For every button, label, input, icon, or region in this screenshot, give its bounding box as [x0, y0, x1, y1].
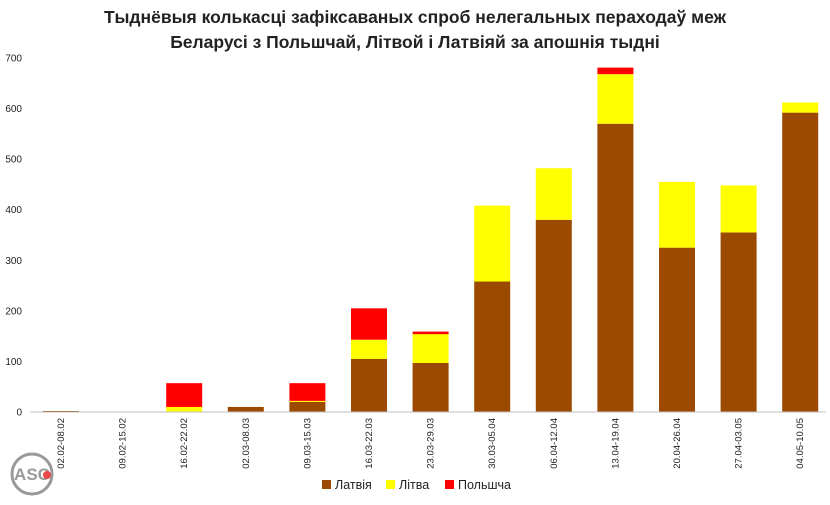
bar-segment-1 [43, 410, 79, 412]
bar-segment-1 [289, 401, 326, 412]
title-line-2: Беларусі з Польшчай, Літвой і Латвіяй за… [170, 32, 660, 52]
bar-segment-3 [597, 67, 634, 75]
bar-segment-1 [720, 232, 757, 412]
x-tick-label: 23.03-29.03 [426, 418, 437, 469]
asc-logo-icon: ASC [10, 452, 54, 496]
bar-segment-2 [597, 74, 634, 124]
y-tick-label: 200 [5, 306, 22, 317]
y-axis: 0 100 200 300 400 500 600 700 [5, 54, 22, 419]
bar-segment-2 [351, 339, 387, 359]
legend-swatch [322, 480, 331, 489]
y-tick-label: 500 [5, 155, 22, 166]
x-tick-label: 20.04-26.04 [672, 418, 683, 469]
bar-segment-1 [659, 247, 695, 412]
y-tick-label: 0 [16, 408, 22, 419]
bar-segment-3 [412, 331, 449, 335]
bar-segment-1 [535, 219, 572, 412]
bar-segment-2 [412, 334, 449, 363]
x-tick-label: 16.02-22.02 [179, 418, 190, 469]
bar-segment-1 [351, 358, 387, 412]
x-tick-label: 09.03-15.03 [302, 418, 313, 469]
legend: Латвія Літва Польшча [322, 478, 511, 492]
y-tick-label: 600 [5, 104, 22, 115]
y-tick-label: 300 [5, 256, 22, 267]
bar-segment-1 [227, 406, 264, 412]
y-tick-label: 700 [5, 54, 22, 65]
bar-segment-2 [166, 406, 203, 412]
x-tick-label: 27.04-03.05 [734, 418, 745, 469]
x-tick-label: 30.03-05.04 [487, 418, 498, 469]
x-axis: 02.02-08.02 09.02-15.02 16.02-22.02 02.03-0… [56, 418, 806, 469]
bar-segment-2 [659, 181, 695, 248]
legend-label: Польшча [458, 478, 511, 492]
bar-segment-2 [289, 400, 326, 402]
x-tick-label: 04.05-10.05 [795, 418, 806, 469]
legend-label: Літва [399, 478, 429, 492]
bar-segment-3 [351, 308, 387, 340]
bar-segment-2 [782, 102, 819, 113]
bar-segment-1 [474, 281, 511, 412]
x-tick-label: 06.04-12.04 [549, 418, 560, 469]
bar-segment-1 [412, 362, 449, 412]
legend-swatch [445, 480, 454, 489]
bar-segment-3 [166, 383, 203, 407]
legend-label: Латвія [335, 478, 372, 492]
bar-segment-2 [720, 185, 757, 233]
x-tick-label: 09.02-15.02 [118, 418, 129, 469]
bar-segment-2 [474, 205, 511, 282]
x-tick-label: 13.04-19.04 [610, 418, 621, 469]
bar-segment-1 [597, 123, 634, 412]
x-tick-label: 16.03-22.03 [364, 418, 375, 469]
x-tick-label: 02.02-08.02 [56, 418, 67, 469]
chart-title: Тыднёвыя колькасці зафіксаваных спроб не… [104, 7, 727, 52]
x-tick-label: 02.03-08.03 [241, 418, 252, 469]
bar-segment-3 [289, 383, 326, 401]
y-tick-label: 100 [5, 357, 22, 368]
title-line-1: Тыднёвыя колькасці зафіксаваных спроб не… [104, 7, 727, 27]
legend-swatch [386, 480, 395, 489]
logo-text: ASC [14, 465, 50, 484]
bar-segment-2 [535, 168, 572, 220]
bar-segment-1 [782, 112, 819, 413]
bars [43, 67, 819, 413]
y-tick-label: 400 [5, 205, 22, 216]
